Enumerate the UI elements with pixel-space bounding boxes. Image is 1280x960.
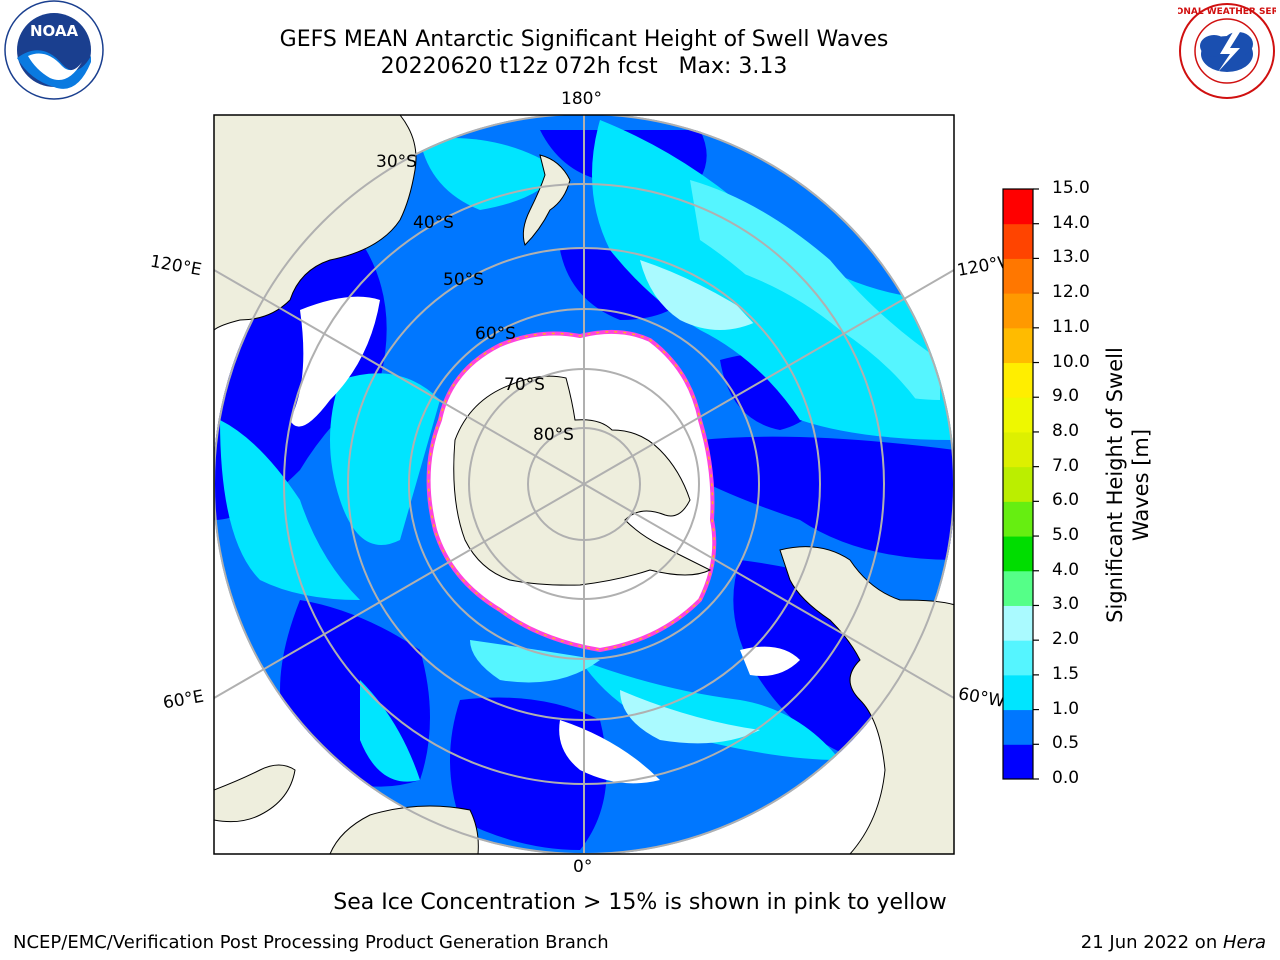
colorbar-tick-label: 0.0 [1052,768,1080,788]
lat-label-70s: 70°S [504,375,545,395]
lat-label-80s: 80°S [533,425,574,445]
colorbar-tick-label: 6.0 [1052,490,1080,511]
colorbar-tick-label: 8.0 [1052,420,1080,441]
colorbar-tick-label: 14.0 [1052,212,1090,233]
africa [329,805,479,854]
colorbar-tick-label: 2.0 [1052,629,1080,650]
chart-subtitle: 20220620 t12z 072h fcst Max: 3.13 [380,54,788,79]
lat-label-40s: 40°S [413,213,454,233]
colorbar-tick-label: 0.5 [1052,733,1080,754]
lat-label-60s: 60°S [475,324,516,344]
colorbar-tick-label: 11.0 [1052,316,1090,337]
colorbar-tick-label: 4.0 [1052,559,1080,580]
madagascar [214,764,296,823]
colorbar-tick-label: 12.0 [1052,282,1090,303]
colorbar-label-line1: Significant Height of Swell [1103,347,1127,623]
colorbar-label: Significant Height of Swell Waves [m] [1102,325,1154,645]
nws-logo: NATIONAL WEATHER SERVICE [1178,3,1276,99]
chart-title: GEFS MEAN Antarctic Significant Height o… [279,27,889,52]
colorbar-label-line2: Waves [m] [1129,428,1153,542]
new-zealand [522,154,571,246]
graticule [214,115,954,854]
colorbar-tick-label: 5.0 [1052,525,1080,546]
colorbar-tick-label: 1.5 [1052,663,1080,684]
australia [214,115,417,331]
map-frame [213,114,955,855]
footer-date: 21 Jun 2022 on Hera [1081,932,1266,953]
colorbar-tick-label: 7.0 [1052,455,1080,476]
footer-date-text: 21 Jun 2022 on [1080,932,1223,953]
nws-logo-text: NATIONAL WEATHER SERVICE [1178,7,1276,17]
colorbar-tick-label: 13.0 [1052,247,1090,268]
sea-ice-note: Sea Ice Concentration > 15% is shown in … [333,890,947,915]
lat-label-30s: 30°S [376,152,417,172]
colorbar-tick-label: 15.0 [1052,178,1090,198]
colorbar-tick-label: 3.0 [1052,594,1080,615]
lon-label-0: 0° [573,857,593,877]
colorbar-tick-label: 10.0 [1052,351,1090,372]
noaa-logo-text: NOAA [30,22,79,40]
colorbar-tick-label: 1.0 [1052,698,1080,719]
colorbar-tick-label: 9.0 [1052,386,1080,407]
footer-host: Hera [1222,932,1266,953]
noaa-logo: NOAA [4,0,104,100]
footer-credit: NCEP/EMC/Verification Post Processing Pr… [13,932,609,953]
lon-label-180: 180° [561,89,602,109]
lat-label-50s: 50°S [443,270,484,290]
